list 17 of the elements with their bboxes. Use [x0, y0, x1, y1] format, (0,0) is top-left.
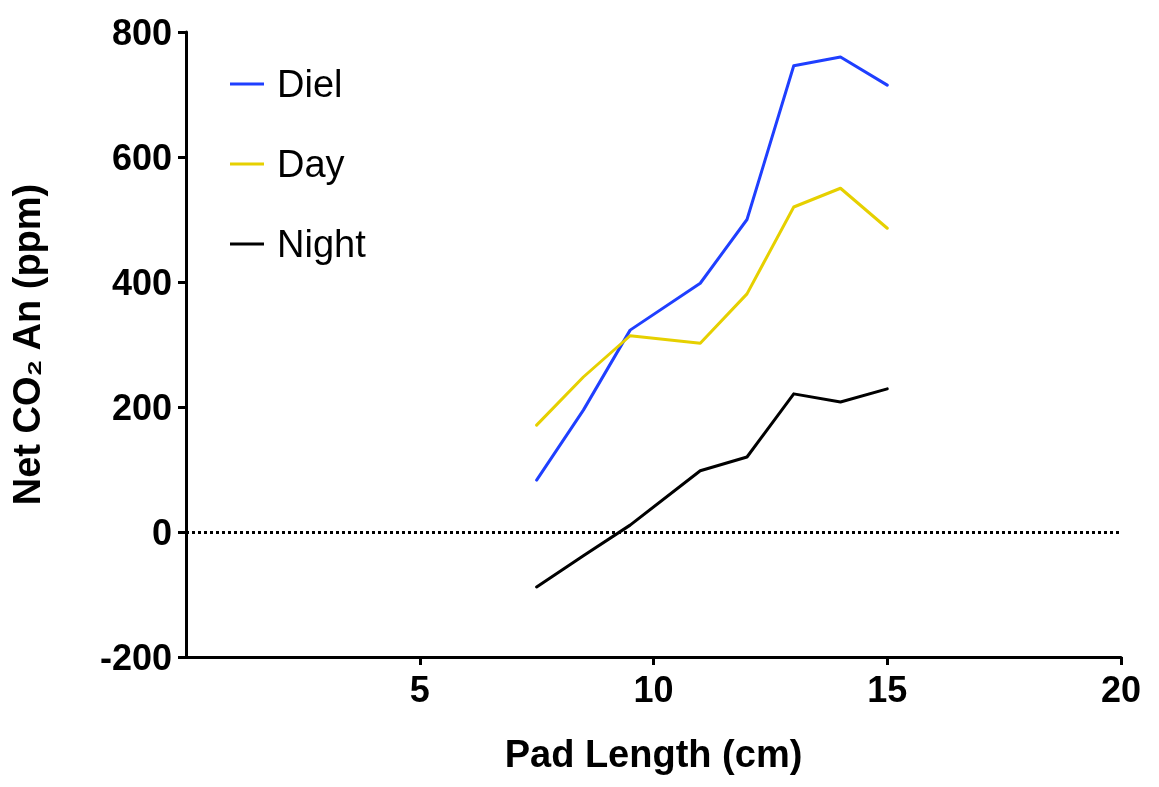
y-axis-title: Net CO₂ An (ppm) [6, 183, 48, 506]
x-tick-label: 20 [1100, 668, 1142, 710]
y-tick-label: 0 [151, 511, 172, 553]
legend-label: Diel [277, 63, 343, 105]
legend-label: Night [277, 223, 367, 265]
y-tick-label: 600 [111, 136, 172, 178]
x-tick-label: 15 [867, 668, 908, 710]
y-tick-label: 400 [111, 261, 172, 303]
line-series [535, 186, 889, 427]
y-tick-label: -200 [99, 636, 172, 678]
x-tick-label: 5 [409, 668, 430, 710]
x-axis-title: Pad Length (cm) [504, 733, 803, 775]
y-tick-label: 800 [111, 11, 172, 53]
y-tick-label: 200 [111, 386, 172, 428]
legend-label: Day [277, 143, 345, 185]
line-series [535, 55, 889, 482]
x-tick-label: 10 [633, 668, 674, 710]
